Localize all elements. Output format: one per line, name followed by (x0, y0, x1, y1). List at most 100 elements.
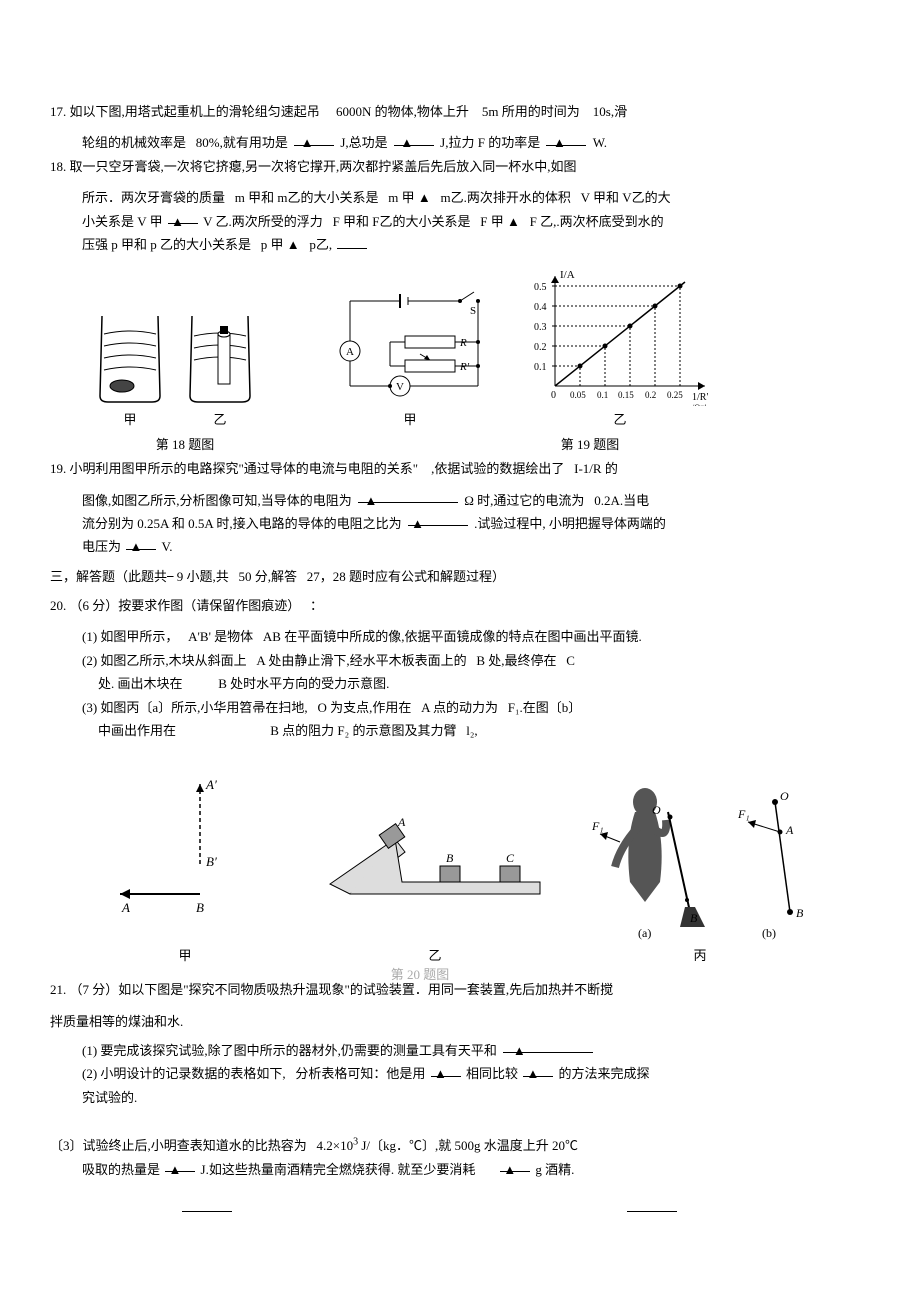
q21-p3b: 4.2×10 (317, 1138, 354, 1153)
triangle-icon: ▲ (301, 131, 314, 154)
svg-text:0.3: 0.3 (534, 322, 547, 333)
blank: ▲ (358, 489, 458, 503)
q18-l2d: m乙.两次排开水的体积 (441, 190, 571, 205)
q17-num: 17. (50, 104, 66, 119)
svg-text:C: C (506, 851, 515, 865)
q18-l2a: 所示．两次牙膏袋的质量 (82, 190, 225, 205)
q20-p3b: O 为支点,作用在 (317, 700, 411, 715)
broom-diagram-icon: O F₁ B (a) O A F₁ B (b) (590, 772, 810, 942)
blank: ▲ (503, 1039, 593, 1053)
svg-text:1/R': 1/R' (692, 392, 708, 403)
q19-l4b: V. (162, 539, 173, 554)
q20-colon: ： (310, 598, 323, 613)
q19-l2b: Ω 时,通过它的电流为 (464, 493, 584, 508)
q19-line3: 流分别为 0.25A 和 0.5A 时,接入电路的导体的电阻之比为 ▲ .试验过… (50, 512, 870, 535)
triangle-icon: ▲ (169, 1158, 182, 1181)
fig-captions: 第 18 题图 第 19 题图 (50, 433, 870, 456)
q20-p2a: (2) 如图乙所示,木块从斜面上 (82, 653, 247, 668)
q18-l4a: 压强 p 甲和 p 乙的大小关系是 (82, 237, 251, 252)
Rp-label: R' (459, 361, 470, 373)
ramp-diagram-icon: A B C (320, 794, 550, 914)
q18-l3d: F 甲 (480, 214, 503, 229)
R-label: R (459, 337, 467, 349)
q20-p1b: A'B' 是物体 (188, 629, 253, 644)
figure-row-20: A′ B′ A B 甲 A B C 乙 (50, 772, 870, 967)
q20-p3c: A 点的动力为 (421, 700, 498, 715)
triangle-icon: ▲ (400, 131, 413, 154)
q21-l1b: 拌质量相等的煤油和水. (50, 1014, 183, 1029)
svg-text:0.25: 0.25 (667, 390, 683, 400)
q19-t2: ,依据试验的数据绘出了 (431, 461, 564, 476)
q21-p3a: 〔3〕试验终止后,小明查表知道水的比热容为 (50, 1138, 307, 1153)
q18-l4b: p 甲 (261, 237, 284, 252)
svg-text:A′: A′ (205, 777, 217, 792)
label-bing: 丙 (693, 944, 706, 967)
q18-l3a: 小关系是 V 甲 (82, 214, 163, 229)
fig18-jia: 甲 (90, 306, 170, 431)
sec3-t2: 9 小题,共 (177, 569, 229, 584)
sec3-t1: 三，解答题（此题共 (50, 569, 167, 584)
svg-text:F₁: F₁ (737, 807, 750, 821)
q18-num: 18. (50, 159, 66, 174)
q20-p3e: 中画出作用在 B 点的阻力 F₂ 的示意图及其力臂 l₂, (50, 719, 870, 742)
q18-t1: 取一只空牙膏袋,一次将它挤瘪,另一次将它撑开,两次都拧紧盖后先后放入同一杯水中,… (70, 159, 577, 174)
triangle-icon: ▲ (513, 1039, 526, 1062)
q20-p1: (1) 如图甲所示， A'B' 是物体 AB 在平面镜中所成的像,依据平面镜成像… (50, 625, 870, 648)
q21-p1: (1) 要完成该探究试验,除了图中所示的器材外,仍需要的测量工具有天平和 ▲ (50, 1039, 870, 1062)
graph-icon: I/A 0.1 0.2 0.3 0.4 0.5 0 0.05 0.1 0.15 … (520, 266, 720, 406)
q18-l3e: F 乙,.两次杯底受到水的 (530, 214, 664, 229)
q21-p2d: 的方法来完成探 (558, 1066, 649, 1081)
circuit-icon: S A V R R' (330, 286, 490, 406)
q21-sup: 3 (353, 1137, 358, 1148)
svg-text:(a): (a) (638, 926, 651, 940)
blank: ▲ (431, 1062, 461, 1076)
q20-p2b: A 处由静止滑下,经水平木板表面上的 (256, 653, 466, 668)
svg-text:(b): (b) (762, 926, 776, 940)
q20-p3g: l₂, (466, 723, 477, 738)
svg-text:0.5: 0.5 (534, 282, 547, 293)
q18-l3c: F 甲和 F乙的大小关系是 (333, 214, 471, 229)
q19-l2a: 图像,如图乙所示,分析图像可知,当导体的电阻为 (82, 493, 352, 508)
section-3-title: 三，解答题（此题共 9 小题,共 50 分,解答 27，28 题时应有公式和解题… (50, 565, 870, 588)
fig19-yi: I/A 0.1 0.2 0.3 0.4 0.5 0 0.05 0.1 0.15 … (520, 266, 720, 431)
svg-text:A: A (785, 823, 794, 837)
q17-line2: 轮组的机械效率是 80%,就有用功是 ▲ J,总功是 ▲ J,拉力 F 的功率是… (50, 131, 870, 154)
q17-t1: 如以下图,用塔式起重机上的滑轮组匀速起吊 (70, 104, 320, 119)
svg-text:O: O (652, 803, 661, 817)
label-yi: 乙 (213, 408, 226, 431)
q20-p3e-t: 中画出作用在 (98, 723, 176, 738)
fig19-jia: S A V R R' 甲 (330, 286, 490, 431)
blank: ▲ (546, 131, 586, 145)
figure-row-18-19: 甲 乙 S A (50, 266, 870, 431)
q21-p2: (2) 小明设计的记录数据的表格如下, 分析表格可知：他是用 ▲ 相同比较 ▲ … (50, 1062, 870, 1085)
q21-p3f: g 酒精. (535, 1162, 574, 1177)
beaker-yi-icon (180, 306, 260, 406)
svg-text:B: B (196, 900, 204, 915)
svg-text:0.1: 0.1 (597, 390, 608, 400)
q21-p2e: 究试验的. (50, 1086, 870, 1109)
q20-p2d: C (566, 653, 575, 668)
svg-text:0.15: 0.15 (618, 390, 634, 400)
trailing-blanks (50, 1196, 870, 1219)
q19-t1: 小明利用图甲所示的电路探究"通过导体的电流与电阻的关系" (70, 461, 419, 476)
blank (182, 1198, 232, 1212)
svg-text:0.2: 0.2 (534, 342, 547, 353)
q19-l4a: 电压为 (82, 539, 121, 554)
voltmeter-label: V (396, 381, 404, 393)
triangle-icon: ▲ (418, 186, 431, 209)
label-jia: 甲 (123, 408, 136, 431)
blank: ▲ (168, 210, 198, 224)
q20-p2e-t: 处. 画出木块在 (98, 676, 183, 691)
q18-l2b: m 甲和 m乙的大小关系是 (235, 190, 379, 205)
svg-text:0.4: 0.4 (534, 302, 547, 313)
sec3-t4: 27，28 题时应有公式和解题过程） (307, 569, 505, 584)
q18-l4c: p乙, (309, 237, 332, 252)
q20-p1c: AB 在平面镜中所成的像,依据平面镜成像的特点在图中画出平面镜. (263, 629, 642, 644)
fig20-yi: A B C 乙 (320, 794, 550, 967)
q20-p3a: (3) 如图丙〔a〕所示,小华用笤帚在扫地, (82, 700, 308, 715)
q20-p2f: B 处时水平方向的受力示意图. (218, 676, 389, 691)
svg-text:0: 0 (551, 390, 556, 401)
triangle-icon: ▲ (130, 535, 143, 558)
triangle-icon: ▲ (171, 210, 184, 233)
triangle-icon: ▲ (503, 1158, 516, 1181)
